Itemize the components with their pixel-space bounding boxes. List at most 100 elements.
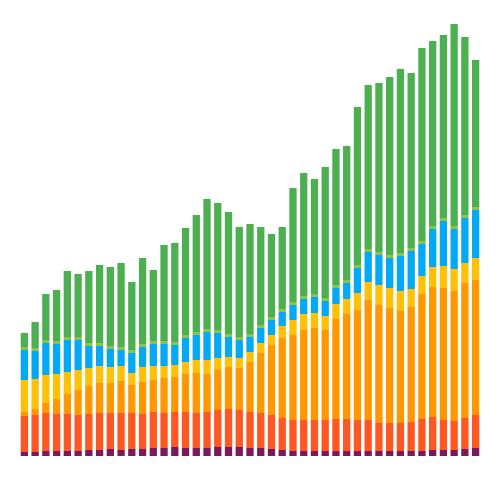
bar-segment xyxy=(396,253,405,256)
bar-segment xyxy=(235,358,243,368)
bar-segment xyxy=(138,347,147,367)
bar-segment xyxy=(428,417,437,450)
bar-segment xyxy=(181,228,190,335)
bar-segment xyxy=(353,268,362,293)
bar-segment xyxy=(42,343,50,375)
bar-segment xyxy=(343,314,351,419)
bar-segment xyxy=(106,413,114,449)
bar-segment xyxy=(95,366,104,383)
bar-segment xyxy=(364,249,372,252)
bar-segment xyxy=(418,244,426,276)
bar-segment xyxy=(235,227,243,337)
bar-segment xyxy=(364,451,372,456)
bar-segment xyxy=(364,300,372,420)
bar-segment xyxy=(332,288,340,304)
bar-segment xyxy=(278,418,286,450)
bar-segment xyxy=(321,167,329,298)
bar-segment xyxy=(471,448,480,456)
bar-segment xyxy=(418,241,426,244)
bar-segment xyxy=(321,316,329,330)
bar-segment xyxy=(343,146,351,280)
bar-segment xyxy=(95,343,104,346)
bar-segment xyxy=(20,350,29,380)
bar-segment xyxy=(343,299,351,314)
bar-segment xyxy=(396,451,405,456)
bar-segment xyxy=(106,449,114,456)
bar-segment xyxy=(203,448,211,456)
bar-segment xyxy=(214,203,222,330)
bar-segment xyxy=(160,378,168,413)
bar-segment xyxy=(428,41,437,226)
bar-segment xyxy=(332,451,340,456)
bar-segment xyxy=(353,107,362,265)
bar-segment xyxy=(407,422,415,451)
bar-segment xyxy=(63,271,72,337)
bar-segment xyxy=(20,416,29,452)
bar-segment xyxy=(278,450,286,456)
bar-segment xyxy=(128,413,136,449)
bar-segment xyxy=(52,451,61,456)
bar-segment xyxy=(246,448,254,456)
bar-segment xyxy=(20,412,29,416)
bar-segment xyxy=(214,447,222,456)
bar-segment xyxy=(224,337,233,357)
bar-segment xyxy=(171,447,179,456)
bar-segment xyxy=(31,379,39,409)
bar-segment xyxy=(138,414,147,449)
bar-segment xyxy=(386,255,394,258)
bar-segment xyxy=(171,365,179,377)
bar-segment xyxy=(246,362,254,412)
bar-segment xyxy=(450,291,458,421)
bar-segment xyxy=(439,35,448,218)
bar-segment xyxy=(439,218,448,221)
bar-segment xyxy=(181,338,190,362)
bar-segment xyxy=(289,420,297,451)
bar-segment xyxy=(128,385,136,413)
bar-segment xyxy=(267,317,276,320)
bar-segment xyxy=(95,383,104,413)
bar-segment xyxy=(171,243,179,342)
bar-segment xyxy=(364,252,372,282)
bar-segment xyxy=(278,309,286,312)
bar-segment xyxy=(310,313,319,328)
bar-segment xyxy=(396,311,405,423)
bar-segment xyxy=(246,334,254,337)
bar-segment xyxy=(246,337,254,352)
bar-segment xyxy=(95,450,104,456)
bar-segment xyxy=(386,258,394,288)
bar-segment xyxy=(407,251,415,289)
bar-segment xyxy=(117,366,125,381)
bar-segment xyxy=(214,358,222,370)
bar-segment xyxy=(31,409,39,415)
bar-segment xyxy=(52,290,61,341)
bar-segment xyxy=(31,452,39,456)
bar-segment xyxy=(74,390,82,415)
bar-segment xyxy=(267,415,276,449)
bar-segment xyxy=(63,372,72,394)
bar-segment xyxy=(418,451,426,456)
bar-segment xyxy=(428,450,437,456)
bar-segment xyxy=(149,341,157,344)
bar-segment xyxy=(310,328,319,420)
bar-segment xyxy=(257,325,265,328)
bar-segment xyxy=(386,451,394,456)
bar-segment xyxy=(42,340,50,343)
bar-segment xyxy=(267,449,276,456)
bar-segment xyxy=(375,255,383,285)
bar-segment xyxy=(343,283,351,299)
bar-segment xyxy=(321,301,329,316)
bar-segment xyxy=(235,340,243,358)
bar-segment xyxy=(63,394,72,414)
bar-segment xyxy=(461,218,469,263)
bar-segment xyxy=(171,412,179,447)
bar-segment xyxy=(52,344,61,374)
bar-segment xyxy=(106,367,114,383)
bar-segment xyxy=(332,304,340,319)
bar-segment xyxy=(52,414,61,451)
bar-segment xyxy=(461,418,469,449)
bar-segment xyxy=(310,294,319,297)
bar-segment xyxy=(74,451,82,456)
bar-segment xyxy=(353,420,362,451)
bar-segment xyxy=(160,366,168,378)
bar-segment xyxy=(128,449,136,456)
